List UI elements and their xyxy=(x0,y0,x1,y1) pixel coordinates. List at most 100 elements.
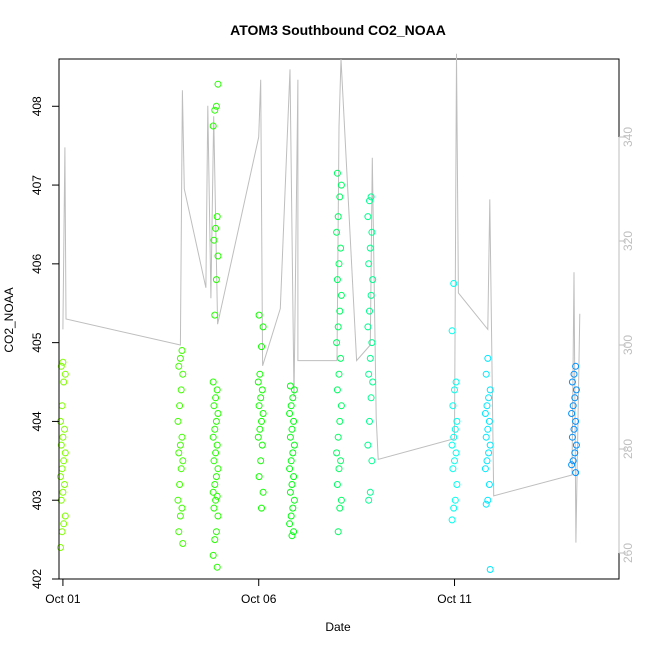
data-point xyxy=(335,465,343,473)
data-point xyxy=(286,433,294,441)
data-point xyxy=(448,441,456,449)
data-point xyxy=(569,402,577,410)
data-point xyxy=(450,504,458,512)
data-point xyxy=(254,378,262,386)
data-point xyxy=(289,449,297,457)
data-point xyxy=(288,481,296,488)
point-group xyxy=(286,382,298,540)
data-point xyxy=(369,276,377,284)
data-point xyxy=(211,106,219,114)
data-point xyxy=(366,197,373,205)
data-point xyxy=(178,504,186,512)
data-point xyxy=(364,213,372,221)
data-point xyxy=(484,354,492,362)
data-point xyxy=(255,402,263,410)
data-point xyxy=(57,473,64,481)
data-point xyxy=(174,496,182,504)
x-tick-label: Oct 06 xyxy=(241,592,277,606)
data-point xyxy=(483,457,491,465)
data-point xyxy=(451,386,458,394)
right-tick-label: 260 xyxy=(621,543,635,563)
data-point xyxy=(336,504,344,512)
data-point xyxy=(177,386,185,394)
data-point xyxy=(212,276,220,284)
data-point xyxy=(212,224,220,232)
right-tick-label: 320 xyxy=(621,231,635,251)
data-point xyxy=(452,449,460,457)
data-point xyxy=(486,386,494,394)
data-point xyxy=(337,244,345,252)
data-point xyxy=(287,512,295,520)
data-point xyxy=(481,410,489,417)
data-point xyxy=(213,441,221,449)
point-group xyxy=(254,311,267,512)
data-point xyxy=(209,378,217,386)
data-point xyxy=(337,291,345,299)
data-point xyxy=(572,386,580,394)
data-point xyxy=(209,551,217,559)
data-point xyxy=(287,457,295,465)
data-point xyxy=(568,433,576,441)
data-point xyxy=(289,504,297,512)
data-point xyxy=(337,402,345,410)
data-point xyxy=(484,496,492,504)
data-point xyxy=(258,386,266,394)
data-point xyxy=(210,236,218,244)
data-point xyxy=(61,512,69,520)
y-tick-label: 406 xyxy=(30,254,44,274)
y-axis-right: 260 280 300 320 340 xyxy=(618,127,635,563)
data-point xyxy=(366,307,373,315)
data-point xyxy=(174,417,182,425)
data-point xyxy=(213,213,221,221)
data-point xyxy=(175,449,183,457)
y-tick-label: 404 xyxy=(30,411,44,431)
data-point xyxy=(59,433,67,441)
data-point xyxy=(175,528,183,536)
data-point xyxy=(258,417,265,425)
data-point xyxy=(214,80,222,88)
data-point xyxy=(176,441,184,449)
data-point xyxy=(58,465,66,473)
data-point xyxy=(175,362,183,370)
data-point xyxy=(214,512,222,520)
data-point xyxy=(481,465,489,473)
data-point xyxy=(258,343,265,351)
data-point xyxy=(258,504,265,512)
data-point xyxy=(255,473,263,481)
data-point xyxy=(286,520,294,528)
x-tick-label: Oct 11 xyxy=(437,592,472,606)
data-point xyxy=(210,402,218,410)
data-point xyxy=(451,425,459,433)
data-point xyxy=(334,433,342,441)
data-point xyxy=(59,358,67,366)
data-point xyxy=(212,528,220,536)
data-point xyxy=(60,378,68,386)
data-point xyxy=(211,536,219,544)
data-point xyxy=(334,323,342,331)
data-point xyxy=(58,402,66,410)
data-point xyxy=(337,181,345,189)
data-point xyxy=(212,417,220,425)
data-point xyxy=(483,402,491,410)
data-point xyxy=(333,386,341,394)
x-tick-label: Oct 01 xyxy=(45,592,81,606)
data-point xyxy=(258,441,266,449)
data-point xyxy=(257,394,265,402)
point-group xyxy=(448,280,461,524)
data-point xyxy=(452,378,460,386)
data-points xyxy=(57,80,580,573)
data-point xyxy=(333,169,341,177)
point-group xyxy=(209,80,222,571)
data-point xyxy=(568,461,576,469)
data-point xyxy=(290,473,298,481)
data-point xyxy=(485,481,493,488)
data-point xyxy=(212,473,220,481)
data-point xyxy=(211,481,219,488)
data-point xyxy=(177,465,185,473)
data-point xyxy=(335,260,343,268)
data-point xyxy=(213,386,221,394)
data-point xyxy=(572,469,580,477)
data-point xyxy=(337,496,345,504)
data-point xyxy=(368,457,376,465)
data-point xyxy=(336,193,344,201)
